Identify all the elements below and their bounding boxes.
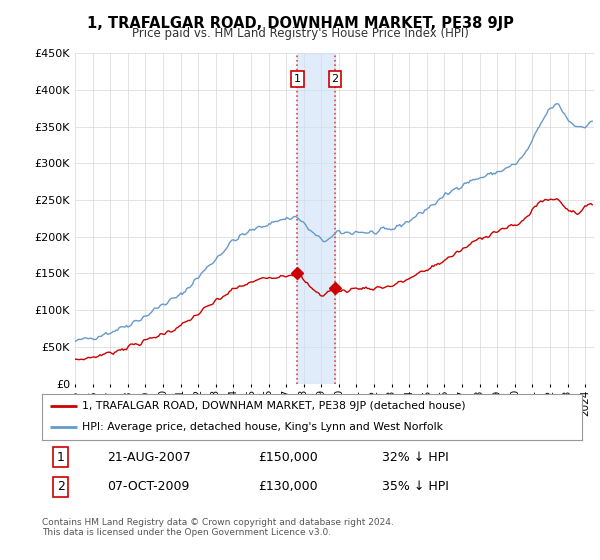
Text: 1, TRAFALGAR ROAD, DOWNHAM MARKET, PE38 9JP: 1, TRAFALGAR ROAD, DOWNHAM MARKET, PE38 … <box>86 16 514 31</box>
Text: 1: 1 <box>294 74 301 84</box>
Text: 1: 1 <box>57 451 65 464</box>
Text: HPI: Average price, detached house, King's Lynn and West Norfolk: HPI: Average price, detached house, King… <box>83 422 443 432</box>
Text: 21-AUG-2007: 21-AUG-2007 <box>107 451 191 464</box>
Text: 07-OCT-2009: 07-OCT-2009 <box>107 480 189 493</box>
Text: 35% ↓ HPI: 35% ↓ HPI <box>382 480 449 493</box>
Text: Contains HM Land Registry data © Crown copyright and database right 2024.
This d: Contains HM Land Registry data © Crown c… <box>42 518 394 538</box>
Bar <box>298 53 335 384</box>
Text: £150,000: £150,000 <box>258 451 318 464</box>
Text: 32% ↓ HPI: 32% ↓ HPI <box>382 451 449 464</box>
Text: Price paid vs. HM Land Registry's House Price Index (HPI): Price paid vs. HM Land Registry's House … <box>131 27 469 40</box>
Text: 2: 2 <box>331 74 338 84</box>
Text: 1, TRAFALGAR ROAD, DOWNHAM MARKET, PE38 9JP (detached house): 1, TRAFALGAR ROAD, DOWNHAM MARKET, PE38 … <box>83 401 466 411</box>
Text: 2: 2 <box>57 480 65 493</box>
Text: £130,000: £130,000 <box>258 480 317 493</box>
